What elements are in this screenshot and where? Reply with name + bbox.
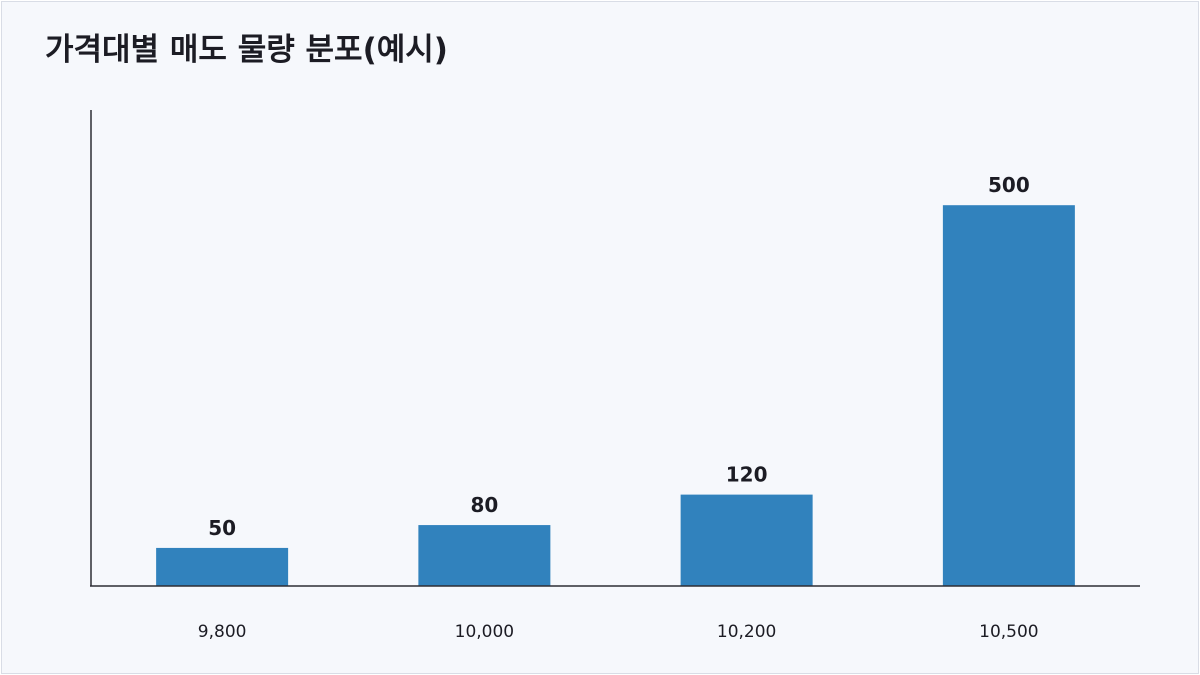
bar-0	[156, 547, 289, 586]
bar-3	[942, 205, 1075, 586]
value-label-2: 120	[726, 463, 768, 487]
x-tick-label-0: 9,800	[198, 622, 247, 642]
value-label-1: 80	[470, 493, 498, 517]
x-tick-label-1: 10,000	[455, 622, 514, 642]
chart-title: 가격대별 매도 물량 분포(예시)	[45, 32, 448, 68]
bar-1	[418, 525, 551, 586]
x-tick-label-3: 10,500	[979, 622, 1038, 642]
bar-2	[680, 494, 813, 586]
x-tick-label-2: 10,200	[717, 622, 776, 642]
value-label-3: 500	[988, 173, 1030, 197]
value-labels-group: 50 80 120 500	[208, 173, 1030, 540]
bars-group	[156, 205, 1075, 586]
value-label-0: 50	[208, 516, 236, 540]
x-tick-labels-group: 9,800 10,000 10,200 10,500	[198, 622, 1039, 642]
